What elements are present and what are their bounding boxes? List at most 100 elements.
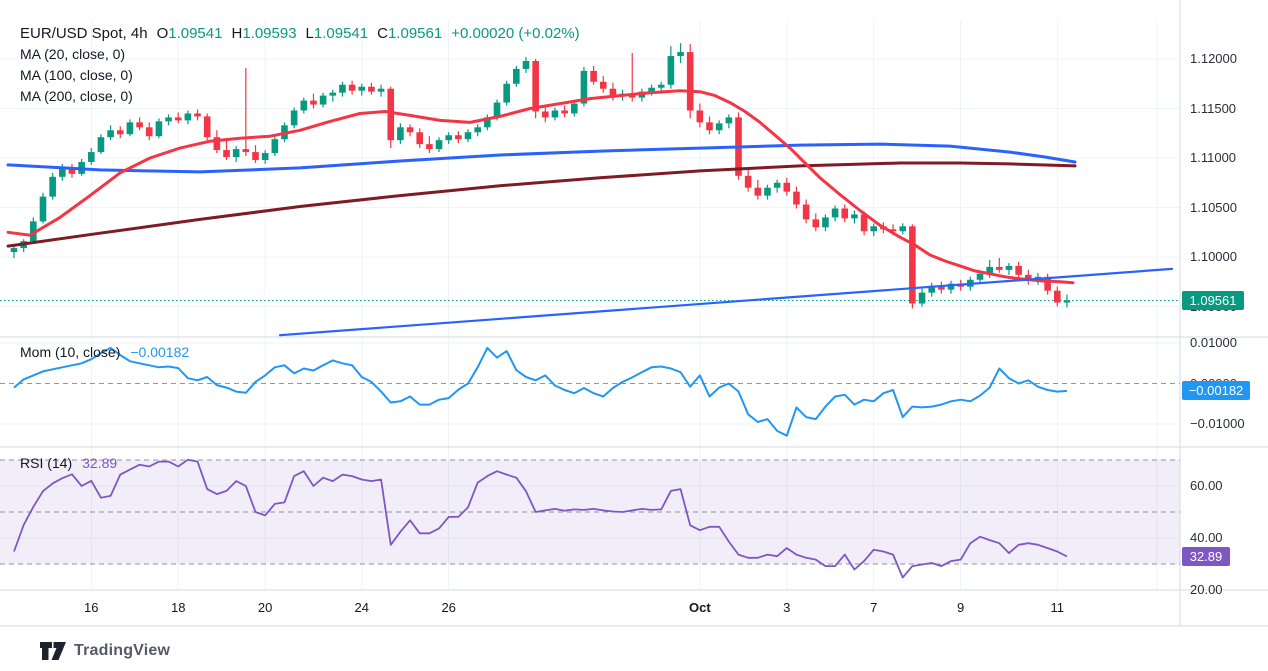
last-price-badge: 1.09561 xyxy=(1182,290,1244,310)
time-tick-label: 18 xyxy=(170,600,186,615)
momentum-legend[interactable]: Mom (10, close) −0.00182 xyxy=(20,344,189,360)
ma200-legend[interactable]: MA (200, close, 0) xyxy=(20,88,133,104)
price-axis[interactable]: 1.09561 −0.00182 32.89 1.12000 1.11500 1.1… xyxy=(1180,0,1268,626)
rsi-tick-label: 20.00 xyxy=(1190,582,1223,597)
candle-body xyxy=(667,56,675,85)
candle-body xyxy=(551,110,559,118)
ma20-legend[interactable]: MA (20, close, 0) xyxy=(20,46,126,62)
candle-body xyxy=(648,87,655,92)
candle-body xyxy=(532,60,539,112)
candle-body xyxy=(329,92,337,96)
candle-body xyxy=(928,285,935,293)
candle-body xyxy=(261,153,269,160)
candle-body xyxy=(570,103,578,114)
trendline[interactable] xyxy=(278,267,1174,337)
low-label: L xyxy=(305,25,314,42)
candle-body xyxy=(300,100,308,111)
candle-body xyxy=(194,113,201,117)
candle-body xyxy=(657,84,665,88)
candle-body xyxy=(387,88,395,141)
rsi-tick-label: 60.00 xyxy=(1190,478,1223,493)
candle-body xyxy=(474,127,481,133)
candle-body xyxy=(686,52,694,111)
candle-body xyxy=(39,196,47,222)
candle-body xyxy=(822,217,829,228)
candle-body xyxy=(484,117,491,128)
symbol-legend-row[interactable]: EUR/USD Spot, 4h O1.09541 H1.09593 L1.09541… xyxy=(20,23,580,44)
time-tick-label: 9 xyxy=(957,600,965,615)
candle-body xyxy=(1053,290,1061,303)
candle-body xyxy=(580,70,588,104)
time-tick-label: 24 xyxy=(354,600,369,615)
candle-body xyxy=(174,117,182,121)
candle-body xyxy=(116,130,124,135)
candle-body xyxy=(938,285,945,290)
ma100-legend[interactable]: MA (100, close, 0) xyxy=(20,67,133,83)
candle-body xyxy=(590,70,597,82)
candle-body xyxy=(358,86,366,91)
candle-body xyxy=(513,68,520,84)
candle-body xyxy=(290,110,298,126)
price-tick-label: 1.11500 xyxy=(1190,100,1237,116)
symbol-title[interactable]: EUR/USD Spot, 4h xyxy=(20,25,148,42)
candle-body xyxy=(696,110,704,123)
high-label: H xyxy=(231,25,243,42)
legend: EUR/USD Spot, 4h O1.09541 H1.09593 L1.09541… xyxy=(20,23,580,107)
candle-body xyxy=(783,182,791,192)
candle-body xyxy=(1063,300,1071,303)
candle-body xyxy=(599,81,607,89)
candle-body xyxy=(145,127,153,137)
candle-body xyxy=(426,144,433,150)
time-axis[interactable]: 16 18 20 24 26 Oct 3 7 9 11 xyxy=(0,590,1180,626)
candle-body xyxy=(609,88,617,96)
candle-body xyxy=(812,219,820,228)
candle-body xyxy=(773,182,781,188)
rsi-legend-value: 32.89 xyxy=(82,455,118,471)
candle-body xyxy=(271,139,279,154)
candle-body xyxy=(706,122,713,131)
candle-body xyxy=(841,208,849,219)
tradingview-logo-text: TradingView xyxy=(74,642,171,659)
momentum-line xyxy=(13,346,1068,437)
candle-body xyxy=(59,167,66,177)
candle-body xyxy=(107,130,114,138)
candle-body xyxy=(909,226,916,304)
momentum-tick-label: −0.01000 xyxy=(1190,416,1245,431)
time-tick-label: 3 xyxy=(783,600,791,615)
rsi-line xyxy=(13,458,1068,579)
tradingview-logo-icon xyxy=(40,642,66,660)
candle-body xyxy=(319,95,327,105)
open-label: O xyxy=(156,25,169,42)
candle-body xyxy=(918,292,926,304)
candle-body xyxy=(416,132,424,145)
candle-body xyxy=(851,214,858,219)
candle-body xyxy=(754,187,762,196)
candle-body xyxy=(445,135,452,141)
ma20-line xyxy=(6,89,1075,285)
tradingview-logo[interactable]: TradingView xyxy=(40,641,170,661)
candle-body xyxy=(802,204,810,220)
rsi-legend-label[interactable]: RSI (14) xyxy=(20,455,73,471)
candle-body xyxy=(1044,276,1051,291)
momentum-legend-label[interactable]: Mom (10, close) xyxy=(20,344,121,360)
price-tick-label: 1.10500 xyxy=(1190,199,1237,215)
time-tick-label: 11 xyxy=(1050,600,1065,615)
candle-body xyxy=(232,149,240,158)
candle-body xyxy=(455,135,462,140)
rsi-value-badge: 32.89 xyxy=(1182,546,1230,566)
price-tick-label: 1.11000 xyxy=(1190,150,1237,165)
candle-body xyxy=(764,187,771,196)
price-tick-label: 1.12000 xyxy=(1190,51,1237,66)
candle-body xyxy=(976,273,984,280)
candle-body xyxy=(368,86,375,92)
change-value: +0.00020 (+0.02%) xyxy=(451,25,580,42)
candle-body xyxy=(184,113,192,121)
candle-body xyxy=(542,111,549,118)
candle-body xyxy=(339,84,346,93)
candle-body xyxy=(165,117,172,122)
rsi-legend[interactable]: RSI (14) 32.89 xyxy=(20,455,117,471)
candle-body xyxy=(947,283,955,290)
low-value: 1.09541 xyxy=(313,25,369,42)
candle-body xyxy=(87,152,95,162)
